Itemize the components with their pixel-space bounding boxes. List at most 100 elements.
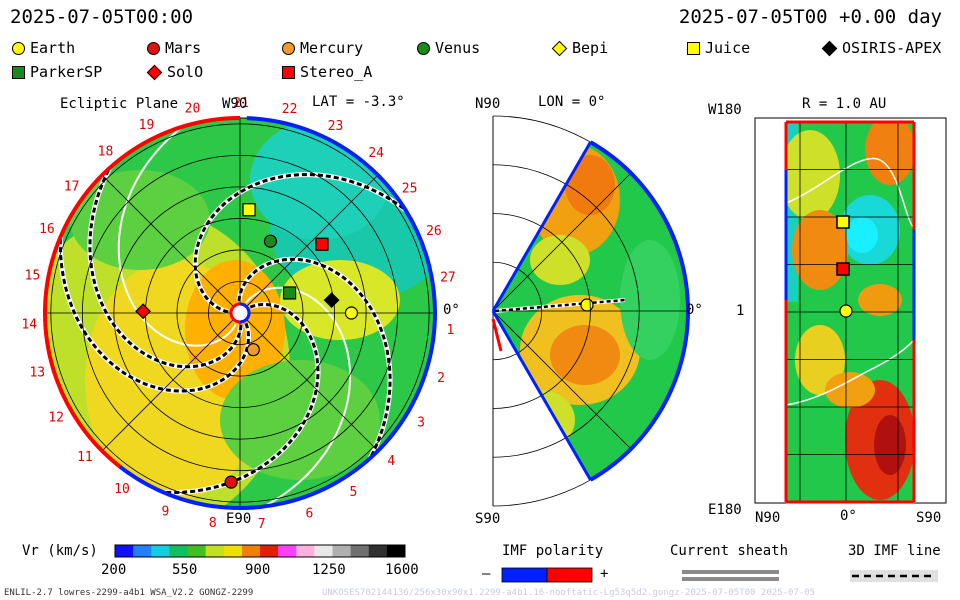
imf-line-label: 3D IMF line — [848, 543, 941, 559]
legend-label: Mercury — [300, 39, 364, 57]
body-parkersp — [282, 286, 297, 300]
ecliptic-right-label: 0° — [443, 302, 460, 318]
carrington-label: 10 — [114, 482, 130, 497]
carrington-label: 7 — [258, 517, 266, 532]
wedge-blob — [620, 240, 680, 360]
legend-item-bepi: Bepi — [551, 39, 608, 57]
colorbar-segment — [278, 545, 297, 557]
ecliptic-grid-ring — [50, 123, 430, 503]
wedge-grid-spoke — [492, 310, 632, 450]
circle-marker-icon — [12, 41, 25, 55]
circle-marker-icon — [417, 41, 430, 55]
current-sheath-line — [494, 298, 626, 313]
current-sheath-line — [214, 286, 352, 508]
polarity-arc — [246, 116, 437, 484]
colorbar-segment — [115, 545, 134, 557]
imf-minus: – — [482, 566, 491, 582]
carrington-label: 5 — [349, 485, 357, 500]
imf-line — [112, 302, 320, 495]
legend-label: Mars — [165, 39, 202, 57]
run-info: UNKOSES702144136/256x30x90x1.2299-a4b1.1… — [322, 588, 816, 598]
colorbar-segment — [314, 545, 333, 557]
colorbar-segment — [205, 545, 225, 557]
ecliptic-title: Ecliptic Plane — [60, 96, 179, 112]
body-mercury — [246, 343, 260, 357]
carrington-label: 17 — [64, 180, 80, 195]
colorbar-label: Vr (km/s) — [22, 543, 98, 559]
wedge-blob — [520, 295, 640, 405]
colorbar — [114, 544, 406, 558]
imf-line — [58, 185, 251, 393]
carrington-label: 3 — [417, 415, 425, 430]
legend-label: Earth — [30, 39, 76, 57]
carrington-label: 19 — [139, 118, 155, 133]
carrington-label: 16 — [39, 222, 55, 237]
legend-label: OSIRIS-APEX — [842, 39, 942, 57]
wedge-grid-ring — [492, 164, 640, 458]
ecliptic-grid-ring — [145, 218, 335, 408]
circle-marker-icon — [147, 41, 160, 55]
carrington-label: 12 — [48, 411, 64, 426]
model-info: ENLIL-2.7 lowres-2299-a4b1 WSA_V2.2 GONG… — [4, 588, 254, 598]
carrington-label: 20 — [185, 101, 201, 116]
current-sheath-line — [87, 123, 244, 370]
carrington-label: 23 — [328, 119, 344, 134]
body-juice-map — [836, 215, 850, 229]
colorbar-segment — [368, 545, 388, 557]
body-osiris-apex — [323, 292, 340, 309]
square-marker-icon — [282, 65, 295, 79]
colorbar-tick-0: 200 — [101, 562, 127, 578]
colorbar-segment — [151, 545, 170, 557]
key-graphics — [501, 567, 938, 583]
square-marker-icon — [687, 41, 700, 55]
wedge-grid-spoke — [492, 172, 632, 312]
legend-item-osiris-apex: OSIRIS-APEX — [821, 39, 942, 57]
ecliptic-grid-ring — [208, 281, 272, 345]
carrington-label: 27 — [440, 271, 456, 286]
r1au-y-bottom: E180 — [708, 502, 742, 518]
meridional-bottom-label: S90 — [475, 511, 501, 527]
colorbar-segment — [332, 545, 352, 557]
colorbar-segment — [350, 545, 370, 557]
meridional-panel — [491, 115, 690, 507]
r1au-x-right: S90 — [916, 510, 942, 526]
colorbar-segment — [241, 545, 261, 557]
imf-line — [193, 173, 435, 314]
time-left: 2025-07-05T00:00 — [10, 6, 194, 28]
carrington-label: 22 — [282, 102, 298, 117]
legend-item-solo: SolO — [146, 63, 203, 81]
polarity-arc — [118, 465, 339, 510]
legend-label: ParkerSP — [30, 63, 103, 81]
colorbar-segment — [260, 545, 279, 557]
ecliptic-top-label: W90 — [222, 96, 248, 112]
carrington-label: 11 — [77, 450, 93, 465]
r1au-x-left: N90 — [755, 510, 781, 526]
square-marker-icon — [12, 65, 25, 79]
carrington-label: 25 — [402, 182, 418, 197]
current-sheath-line — [236, 256, 393, 503]
ecliptic-lat-label: LAT = -3.3° — [312, 94, 405, 110]
imf-polarity-label: IMF polarity — [502, 543, 604, 559]
body-mars — [224, 475, 238, 489]
current-sheath-label: Current sheath — [670, 543, 789, 559]
r1au-y-mid: 1 — [736, 303, 745, 319]
diamond-marker-icon — [146, 64, 163, 80]
meridional-title: LON = 0° — [538, 94, 606, 110]
current-sheath-line — [111, 301, 321, 496]
colorbar-segment — [133, 545, 152, 557]
imf-line — [237, 257, 392, 502]
carrington-label: 2 — [437, 371, 445, 386]
wedge-blob — [530, 145, 620, 255]
legend-item-juice: Juice — [687, 39, 750, 57]
current-sheath-line — [192, 172, 435, 315]
legend-item-stereo_a: Stereo_A — [282, 63, 372, 81]
r1au-title: R = 1.0 AU — [802, 96, 887, 112]
carrington-label: 14 — [21, 317, 37, 332]
ecliptic-grid-ring — [176, 249, 304, 377]
legend-item-venus: Venus — [417, 39, 480, 57]
legend-item-parkersp: ParkerSP — [12, 63, 102, 81]
diamond-marker-icon — [551, 40, 568, 56]
wedge-blob — [550, 325, 620, 385]
legend-item-earth: Earth — [12, 39, 75, 57]
colorbar-tick-4: 1600 — [385, 562, 419, 578]
